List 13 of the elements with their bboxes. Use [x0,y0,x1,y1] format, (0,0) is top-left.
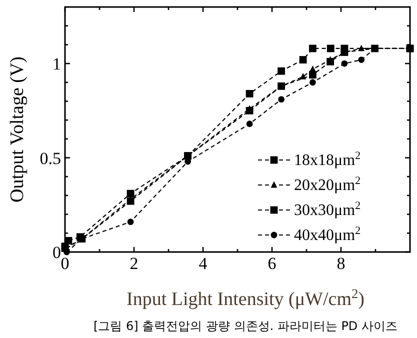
legend-label: 18x18μm$^{2}$ [294,150,361,169]
legend-label: 20x20μm$^{2}$ [294,175,361,194]
x-tick-label: 2 [130,254,138,273]
x-tick-label: 4 [198,254,208,273]
x-tick-label: 6 [268,254,276,273]
x-tick-label: 8 [336,254,346,273]
text: [그림 6] 출력전압의 광량 의존성. 파라미터는 PD 사이즈 [94,319,398,333]
y-tick-label: 1 [52,54,61,74]
legend-label: 30x30μm$^{2}$ [294,200,361,219]
y-axis-title: Output Voltage (V) [7,56,28,203]
y-tick-label: 0.5 [40,148,61,168]
legend-label: 40x40μm$^{2}$ [294,225,361,244]
x-axis-title: Input Light Intensity (μW/cm$^{2}$) [126,286,364,310]
